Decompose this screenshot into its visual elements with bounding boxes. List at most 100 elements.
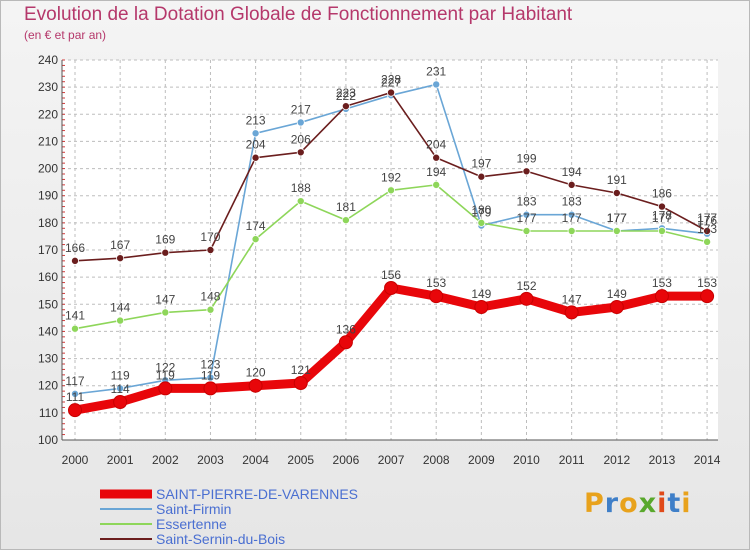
legend-item: Saint-Firmin xyxy=(100,501,358,517)
legend-item: Saint-Sernin-du-Bois xyxy=(100,531,358,547)
data-label-3: 197 xyxy=(471,157,491,171)
data-label-0: 119 xyxy=(201,368,220,382)
x-tick-label: 2011 xyxy=(559,453,585,467)
series-point-1 xyxy=(71,389,80,398)
series-point-2 xyxy=(477,218,486,227)
data-label-0: 149 xyxy=(607,287,627,301)
data-label-3: 169 xyxy=(155,233,175,247)
legend-label: Essertenne xyxy=(156,515,227,532)
data-label-1: 122 xyxy=(155,360,175,374)
series-point-3 xyxy=(296,148,305,157)
series-point-0 xyxy=(113,395,128,409)
series-lines xyxy=(68,80,715,418)
series-point-0 xyxy=(158,381,173,396)
y-tick-label: 110 xyxy=(39,406,58,420)
data-label-2: 147 xyxy=(155,292,175,306)
x-tick-label: 2005 xyxy=(287,453,314,467)
series-point-0 xyxy=(609,300,624,314)
series-point-3 xyxy=(567,180,576,189)
x-tick-label: 2007 xyxy=(378,453,405,467)
logo-letter: i xyxy=(681,488,692,519)
data-label-3: 204 xyxy=(426,138,446,152)
x-tick-label: 2008 xyxy=(423,453,450,467)
data-label-2: 173 xyxy=(697,222,717,236)
data-label-1: 177 xyxy=(607,211,627,225)
series-point-0 xyxy=(338,335,353,350)
series-point-2 xyxy=(206,305,215,314)
legend-swatch xyxy=(100,488,152,500)
y-tick-label: 240 xyxy=(38,53,58,67)
series-point-1 xyxy=(251,129,260,138)
series-point-2 xyxy=(703,237,712,246)
series-point-3 xyxy=(477,172,486,181)
legend-swatch xyxy=(100,518,152,530)
data-label-0: 136 xyxy=(336,322,356,336)
data-label-3: 223 xyxy=(336,86,356,100)
y-tick-label: 190 xyxy=(38,189,58,203)
y-tick-label: 180 xyxy=(38,216,58,230)
series-point-3 xyxy=(341,102,350,111)
data-label-1: 217 xyxy=(291,102,311,116)
series-point-3 xyxy=(703,226,712,235)
series-point-3 xyxy=(387,88,396,97)
data-label-0: 111 xyxy=(66,390,85,404)
data-label-2: 177 xyxy=(562,211,582,225)
legend-label: SAINT-PIERRE-DE-VARENNES xyxy=(156,485,358,502)
legend-item: Essertenne xyxy=(100,515,358,532)
data-label-2: 181 xyxy=(336,200,356,214)
proxiti-logo: Proxiti xyxy=(584,488,692,519)
y-tick-label: 130 xyxy=(38,352,58,366)
y-tick-label: 220 xyxy=(38,107,58,121)
data-label-0: 149 xyxy=(471,287,491,301)
data-label-0: 120 xyxy=(246,366,266,380)
data-label-1: 183 xyxy=(562,195,582,209)
logo-letter: P xyxy=(584,488,605,519)
series-point-2 xyxy=(657,226,666,235)
data-label-3: 166 xyxy=(65,241,85,255)
series-point-1 xyxy=(116,384,125,393)
series-point-3 xyxy=(522,167,531,176)
series-point-2 xyxy=(296,197,305,206)
series-point-0 xyxy=(384,281,399,295)
series-point-2 xyxy=(522,226,531,235)
series-point-3 xyxy=(657,202,666,211)
series-point-3 xyxy=(161,248,170,257)
series-point-2 xyxy=(116,316,125,325)
series-point-3 xyxy=(612,188,621,197)
logo-letter: i xyxy=(657,488,668,519)
y-tick-label: 160 xyxy=(38,270,58,284)
series-point-1 xyxy=(296,118,305,127)
series-point-2 xyxy=(387,186,396,195)
y-tick-label: 120 xyxy=(38,379,58,393)
data-label-3: 206 xyxy=(291,132,311,146)
series-point-1 xyxy=(522,210,531,219)
logo-letter: r xyxy=(604,488,620,519)
data-label-2: 177 xyxy=(516,211,536,225)
data-label-1: 176 xyxy=(697,214,717,228)
x-tick-label: 2014 xyxy=(694,453,721,467)
x-tick-label: 2006 xyxy=(333,453,360,467)
data-label-3: 167 xyxy=(110,238,130,252)
y-tick-label: 150 xyxy=(38,297,58,311)
x-tick-label: 2010 xyxy=(513,453,540,467)
data-label-3: 177 xyxy=(697,211,717,225)
y-tick-label: 230 xyxy=(38,80,58,94)
series-point-2 xyxy=(161,308,170,317)
series-point-1 xyxy=(567,210,576,219)
axes: 100 110 120 130 140 150 160 170 180 190 200 210 220 2… xyxy=(38,53,721,467)
data-label-2: 174 xyxy=(246,219,266,233)
series-point-0 xyxy=(293,376,308,390)
data-label-0: 114 xyxy=(111,382,130,396)
series-point-2 xyxy=(251,235,260,244)
y-tick-label: 100 xyxy=(38,433,58,447)
data-label-2: 141 xyxy=(65,309,85,323)
grid-lines xyxy=(62,59,718,441)
logo-letter: t xyxy=(667,488,682,519)
data-label-0: 153 xyxy=(652,276,672,290)
data-label-0: 119 xyxy=(156,368,175,382)
series-point-0 xyxy=(248,378,263,393)
data-label-2: 194 xyxy=(426,165,446,179)
series-point-0 xyxy=(564,305,579,320)
